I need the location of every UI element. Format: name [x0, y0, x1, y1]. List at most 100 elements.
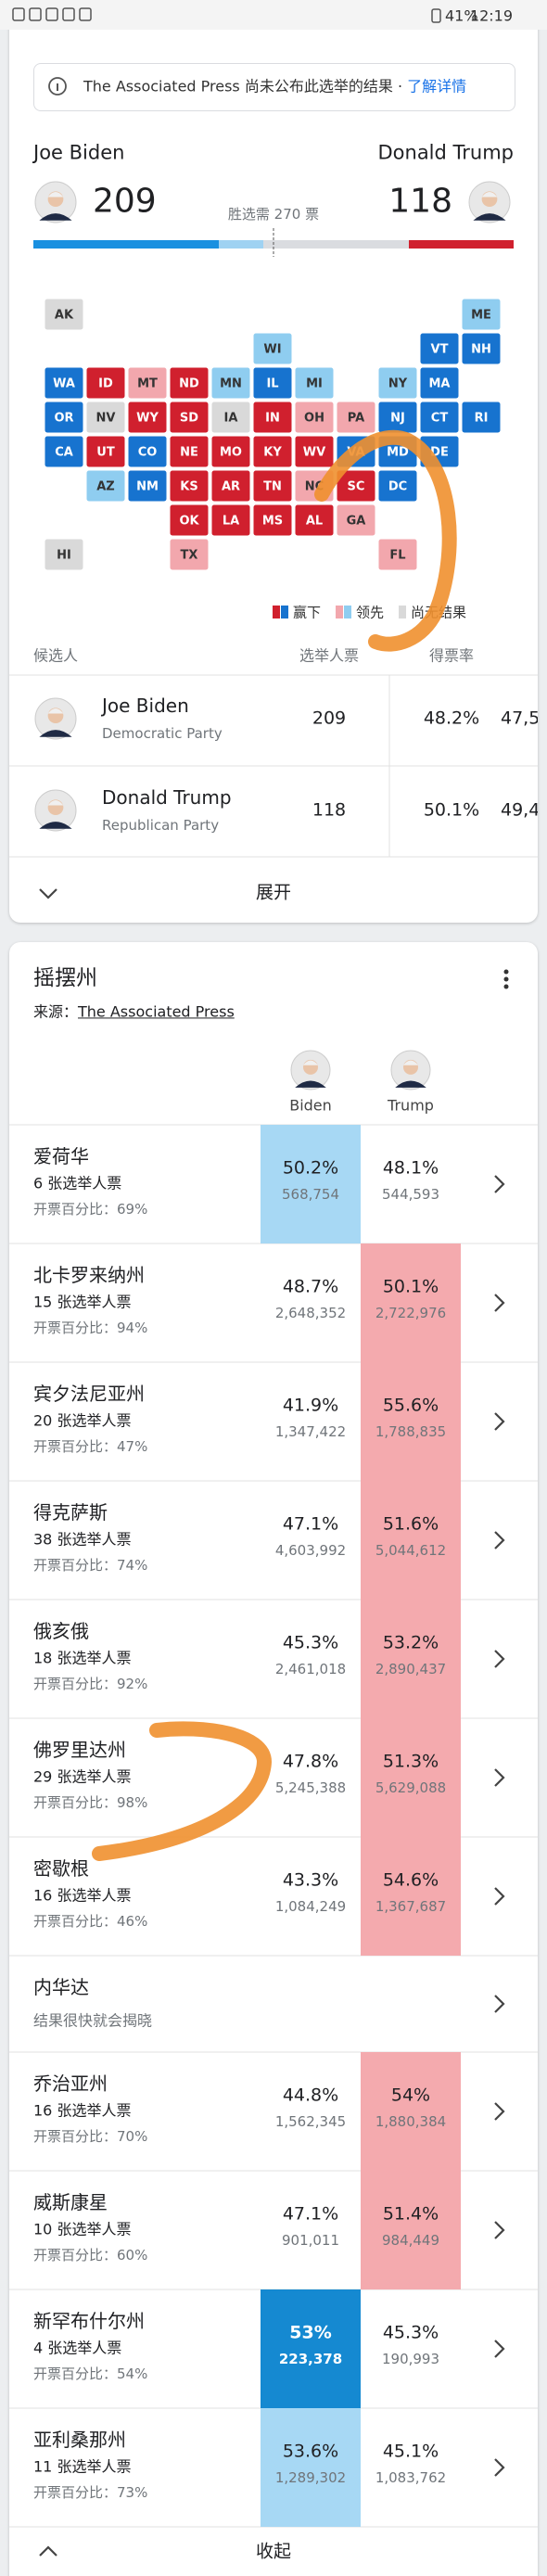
- leader-cell: [261, 2289, 361, 2408]
- state-tile: [210, 366, 251, 400]
- state-name: 内华达: [33, 1976, 89, 1998]
- state-label: FL: [389, 549, 405, 563]
- state-name: 宾夕法尼亚州: [33, 1383, 145, 1405]
- vote-share-cut: 47,5: [501, 708, 538, 729]
- status-icon: [12, 7, 25, 21]
- chevron[interactable]: [494, 1887, 505, 1906]
- state-tile: [127, 435, 168, 468]
- vote-share: 51.6%: [382, 1513, 439, 1535]
- chevron[interactable]: [494, 1531, 505, 1549]
- state-tile: [85, 469, 126, 503]
- vote-share: 45.1%: [382, 2441, 439, 2462]
- state-label: OH: [304, 412, 324, 426]
- state-label: CA: [55, 446, 73, 460]
- state-label: DC: [388, 480, 407, 494]
- legend-label: 领先: [356, 605, 384, 621]
- avatar: [34, 181, 77, 223]
- state-label: LA: [223, 515, 239, 529]
- electoral-votes: 118: [312, 799, 347, 821]
- avatar: [34, 789, 77, 832]
- vote-count: 2,722,976: [375, 1305, 447, 1321]
- state-tile: [85, 366, 126, 400]
- state-tile: [210, 504, 251, 537]
- state-row[interactable]: [9, 1956, 538, 2052]
- leader-cell: [361, 2171, 461, 2289]
- state-label: TN: [263, 480, 282, 494]
- vote-share: 48.2%: [423, 708, 480, 729]
- state-note: 结果很快就会揭晓: [33, 2011, 153, 2030]
- state-name: 乔治亚州: [33, 2072, 108, 2095]
- party: Democratic Party: [102, 725, 223, 742]
- avatar-hair: [403, 1060, 418, 1065]
- legend-swatch: [399, 606, 407, 618]
- state-label: SD: [180, 412, 198, 426]
- state-tile: [252, 504, 293, 537]
- more-dot[interactable]: [503, 976, 509, 982]
- column-head: Trump: [388, 1096, 434, 1115]
- vote-count: 1,880,384: [375, 2113, 447, 2130]
- state-tile: [127, 401, 168, 434]
- chevron[interactable]: [39, 2545, 57, 2557]
- state-tile: [419, 332, 460, 365]
- state-label: NM: [136, 480, 159, 494]
- table-header: 选举人票: [299, 646, 360, 665]
- state-tile: [461, 401, 502, 434]
- state-tile: [169, 538, 210, 571]
- chevron[interactable]: [494, 1995, 505, 2013]
- electoral-votes: 209: [312, 708, 347, 729]
- counted: 开票百分比：46%: [33, 1913, 148, 1930]
- state-label: AK: [55, 309, 74, 323]
- leader-cell: [361, 1837, 461, 1956]
- state-tile: [252, 435, 293, 468]
- state-tile: [377, 538, 418, 571]
- state-label: VT: [431, 343, 449, 357]
- avatar-hair: [303, 1060, 318, 1065]
- vote-count: 544,593: [381, 1186, 440, 1203]
- state-label: IA: [224, 412, 238, 426]
- chevron[interactable]: [494, 2221, 505, 2239]
- state-tile: [169, 469, 210, 503]
- state-label: MS: [262, 515, 283, 529]
- source-link[interactable]: The Associated Press: [78, 1002, 235, 1021]
- more-dot[interactable]: [503, 969, 509, 975]
- state-tile: [44, 366, 84, 400]
- state-tile: [252, 469, 293, 503]
- expand-button[interactable]: 展开: [255, 882, 292, 903]
- chevron[interactable]: [494, 2102, 505, 2121]
- vote-count: 1,347,422: [274, 1423, 347, 1440]
- electors: 6 张选举人票: [33, 1174, 122, 1192]
- vote-share: 55.6%: [382, 1395, 439, 1416]
- collapse-button[interactable]: 收起: [255, 2541, 292, 2562]
- chevron[interactable]: [494, 1650, 505, 1668]
- state-name: 得克萨斯: [33, 1501, 108, 1524]
- chevron[interactable]: [494, 2458, 505, 2477]
- battery: 41%: [445, 6, 478, 25]
- state-tile: [419, 366, 460, 400]
- status-icon: [29, 7, 42, 21]
- counted: 开票百分比：60%: [33, 2247, 148, 2264]
- state-label: AL: [306, 515, 323, 529]
- state-label: ME: [471, 309, 491, 323]
- electors: 10 张选举人票: [33, 2220, 132, 2238]
- chevron[interactable]: [494, 1768, 505, 1787]
- chevron[interactable]: [39, 888, 57, 899]
- state-label: MT: [137, 377, 158, 391]
- state-name: 北卡罗来纳州: [33, 1264, 145, 1286]
- electors: 20 张选举人票: [33, 1411, 132, 1430]
- vote-share: 43.3%: [282, 1869, 339, 1891]
- chevron[interactable]: [494, 1175, 505, 1193]
- state-tile: [44, 538, 84, 571]
- vote-count: 1,084,249: [274, 1898, 347, 1915]
- chevron[interactable]: [494, 2340, 505, 2358]
- chevron[interactable]: [494, 1294, 505, 1312]
- more-dot[interactable]: [503, 984, 509, 989]
- state-tile: [336, 401, 376, 434]
- state-label: WA: [53, 377, 75, 391]
- banner-link[interactable]: 了解详情: [407, 77, 467, 96]
- state-tile: [44, 435, 84, 468]
- state-label: CT: [431, 412, 449, 426]
- chevron[interactable]: [494, 1412, 505, 1431]
- state-tile: [169, 366, 210, 400]
- electors: 18 张选举人票: [33, 1649, 132, 1667]
- avatar-hair: [47, 192, 64, 198]
